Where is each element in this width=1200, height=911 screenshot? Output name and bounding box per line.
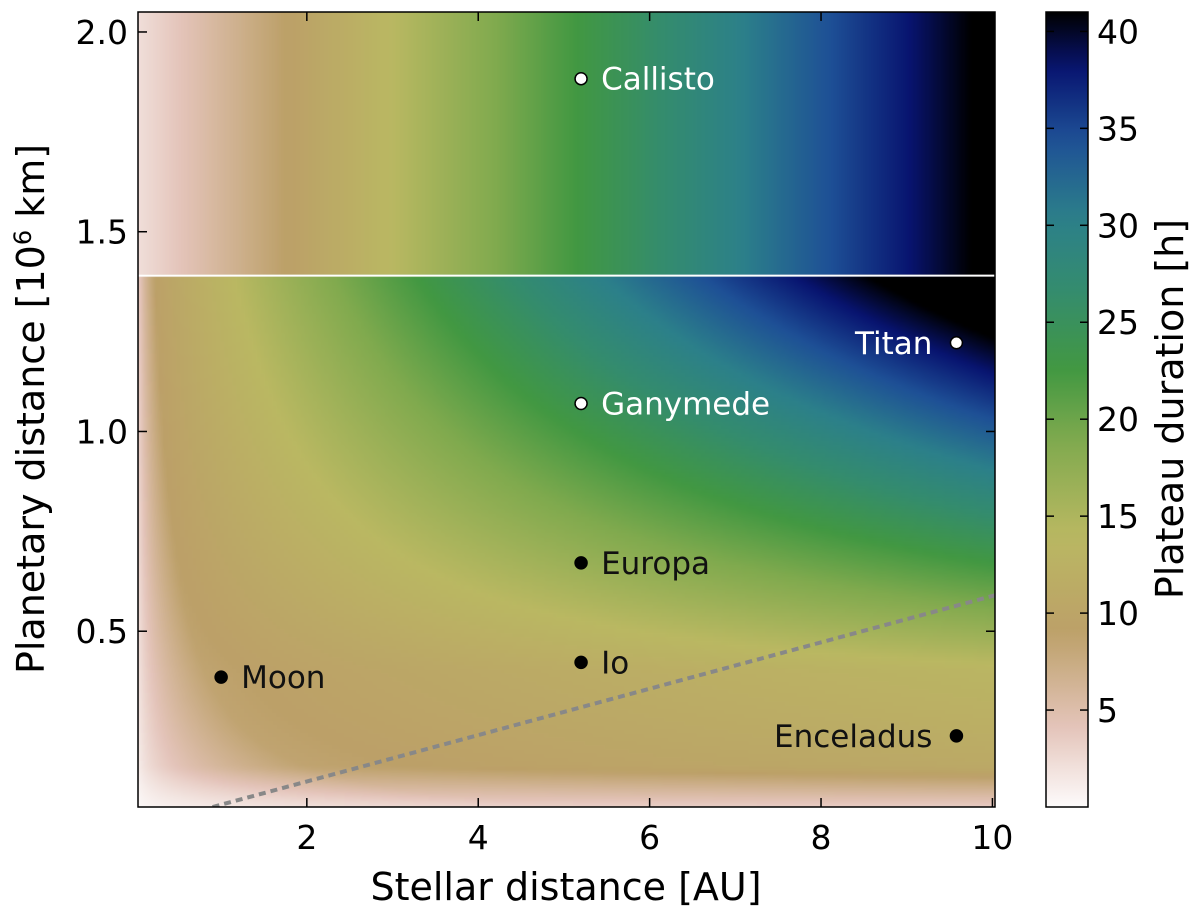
moon-moon: Moon — [214, 660, 325, 696]
y-axis-label-unit: km] — [9, 144, 53, 230]
moon-label: Callisto — [601, 62, 715, 98]
moon-label: Titan — [854, 326, 932, 362]
moon-marker — [214, 670, 228, 684]
moon-titan: Titan — [854, 326, 964, 362]
x-tick-label: 4 — [468, 818, 489, 857]
y-axis-label-exponent: 6 — [9, 230, 37, 245]
moon-label: Ganymede — [601, 387, 770, 423]
colorbar-tick-label: 35 — [1097, 109, 1139, 148]
colorbar-scale — [1045, 11, 1089, 808]
moon-marker — [574, 396, 588, 411]
y-axis-label-main: Planetary distance [10 — [9, 245, 53, 674]
moon-marker — [574, 71, 588, 86]
colorbar-tick-label: 15 — [1097, 497, 1139, 536]
y-axis-ticks: 0.5 1.0 1.5 2.0 — [76, 13, 995, 651]
x-axis-ticks: 2 4 6 8 10 — [296, 12, 1013, 857]
moon-io: Io — [574, 645, 629, 681]
colorbar-tick-label: 10 — [1097, 594, 1139, 633]
colorbar: 5 10 15 20 25 30 35 40 Plateau duration [h] — [1045, 11, 1192, 808]
colorbar-tick-label: 25 — [1097, 303, 1139, 342]
y-tick-label: 2.0 — [76, 13, 128, 52]
colorbar-tick-label: 30 — [1097, 206, 1139, 245]
y-axis-label: Planetary distance [106 km] — [9, 144, 53, 674]
x-tick-label: 8 — [811, 818, 832, 857]
moon-enceladus: Enceladus — [774, 719, 964, 755]
heatmap-field — [138, 12, 995, 807]
moons-layer: Moon Io Europa Ganymede Callisto Titan Encelad… — [214, 62, 964, 755]
moon-label: Moon — [241, 660, 325, 696]
moon-marker — [574, 655, 588, 670]
colorbar-label: Plateau duration [h] — [1148, 219, 1192, 599]
moon-ganymede: Ganymede — [574, 387, 770, 423]
y-tick-label: 1.0 — [76, 412, 128, 451]
colorbar-tick-label: 20 — [1097, 400, 1139, 439]
y-tick-label: 0.5 — [76, 612, 128, 651]
y-tick-label: 1.5 — [76, 213, 128, 252]
moon-marker — [574, 556, 588, 570]
moon-label: Enceladus — [774, 719, 932, 755]
x-axis-label: Stellar distance [AU] — [370, 865, 761, 909]
moon-europa: Europa — [574, 546, 710, 582]
colorbar-tick-label: 40 — [1097, 12, 1139, 51]
moon-label: Europa — [601, 546, 710, 582]
plot-frame — [137, 11, 996, 808]
colorbar-tick-label: 5 — [1097, 691, 1118, 730]
x-tick-label: 10 — [971, 818, 1013, 857]
overlay-layer — [138, 274, 995, 807]
x-tick-label: 6 — [639, 818, 660, 857]
moon-label: Io — [601, 645, 629, 681]
moon-marker — [949, 729, 964, 743]
x-tick-label: 2 — [296, 818, 317, 857]
moon-marker — [949, 336, 964, 350]
moon-callisto: Callisto — [574, 62, 715, 98]
dashed-limit-line — [212, 593, 995, 807]
heatmap-image — [138, 12, 995, 807]
colorbar-ticks: 5 10 15 20 25 30 35 40 — [1046, 12, 1139, 730]
